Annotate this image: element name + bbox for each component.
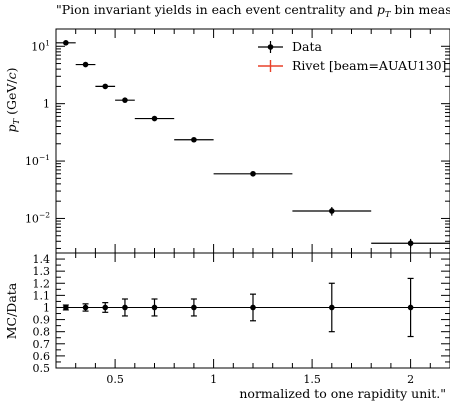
ratio-tick-label: 0.8: [33, 326, 51, 339]
ratio-point: [191, 304, 197, 311]
ratio-tick-label: 1.2: [33, 277, 51, 290]
ratio-y-tick-labels: 0.50.60.70.80.911.11.21.31.4: [33, 253, 51, 375]
data-series-ratio: [62, 277, 414, 338]
ratio-point: [407, 304, 414, 311]
ratio-point: [63, 304, 69, 311]
top-y-ticks: [56, 28, 450, 249]
data-series-top: [56, 39, 450, 248]
ratio-tick-label: 1: [43, 301, 50, 314]
ratio-point: [102, 304, 109, 311]
ratio-tick-label: 1.1: [33, 289, 51, 302]
ratio-tick-label: 0.5: [33, 362, 51, 375]
ratio-y-axis-label: MC/Data: [4, 282, 19, 339]
ratio-point: [329, 304, 335, 311]
x-tick-label: 0.5: [106, 373, 124, 386]
ratio-tick-label: 0.6: [33, 350, 51, 363]
data-point: [151, 115, 158, 122]
x-tick-label: 1: [210, 373, 217, 386]
x-ticks: [55, 29, 450, 368]
ratio-point: [250, 304, 256, 311]
data-point: [102, 83, 109, 90]
y-tick-label: 10−2: [25, 210, 50, 225]
legend: Data Rivet [beam=AUAU130] [c: [258, 39, 450, 73]
data-point: [191, 136, 197, 143]
top-y-tick-labels: 101 1 10−1 10−2: [25, 38, 50, 225]
x-axis-label: normalized to one rapidity unit.": [239, 386, 446, 401]
data-point: [329, 208, 335, 214]
y-axis-label: pT (GeV/c): [4, 67, 22, 132]
ratio-point: [82, 304, 89, 311]
ratio-point: [151, 304, 158, 311]
y-tick-label: 10−1: [25, 153, 50, 168]
data-point: [63, 39, 69, 46]
ratio-point: [122, 304, 128, 311]
x-tick-label: 2: [407, 373, 414, 386]
legend-data-marker: [267, 44, 274, 50]
legend-rivet-label: Rivet [beam=AUAU130] [c: [292, 58, 450, 73]
x-tick-label: 1.5: [303, 373, 321, 386]
data-point: [250, 170, 256, 177]
data-point: [407, 240, 414, 247]
ratio-tick-label: 1.4: [33, 253, 51, 266]
ratio-tick-label: 0.7: [33, 338, 51, 351]
ratio-tick-label: 0.9: [33, 314, 51, 327]
y-tick-label: 1: [43, 98, 50, 111]
legend-data-label: Data: [292, 39, 322, 54]
data-point: [122, 97, 128, 103]
chart-title: "Pion invariant yields in each event cen…: [56, 2, 450, 20]
data-point: [82, 61, 89, 68]
ratio-tick-label: 1.3: [33, 265, 51, 278]
y-tick-label: 101: [31, 38, 50, 53]
x-tick-labels: 0.5 1 1.5 2: [106, 373, 414, 386]
